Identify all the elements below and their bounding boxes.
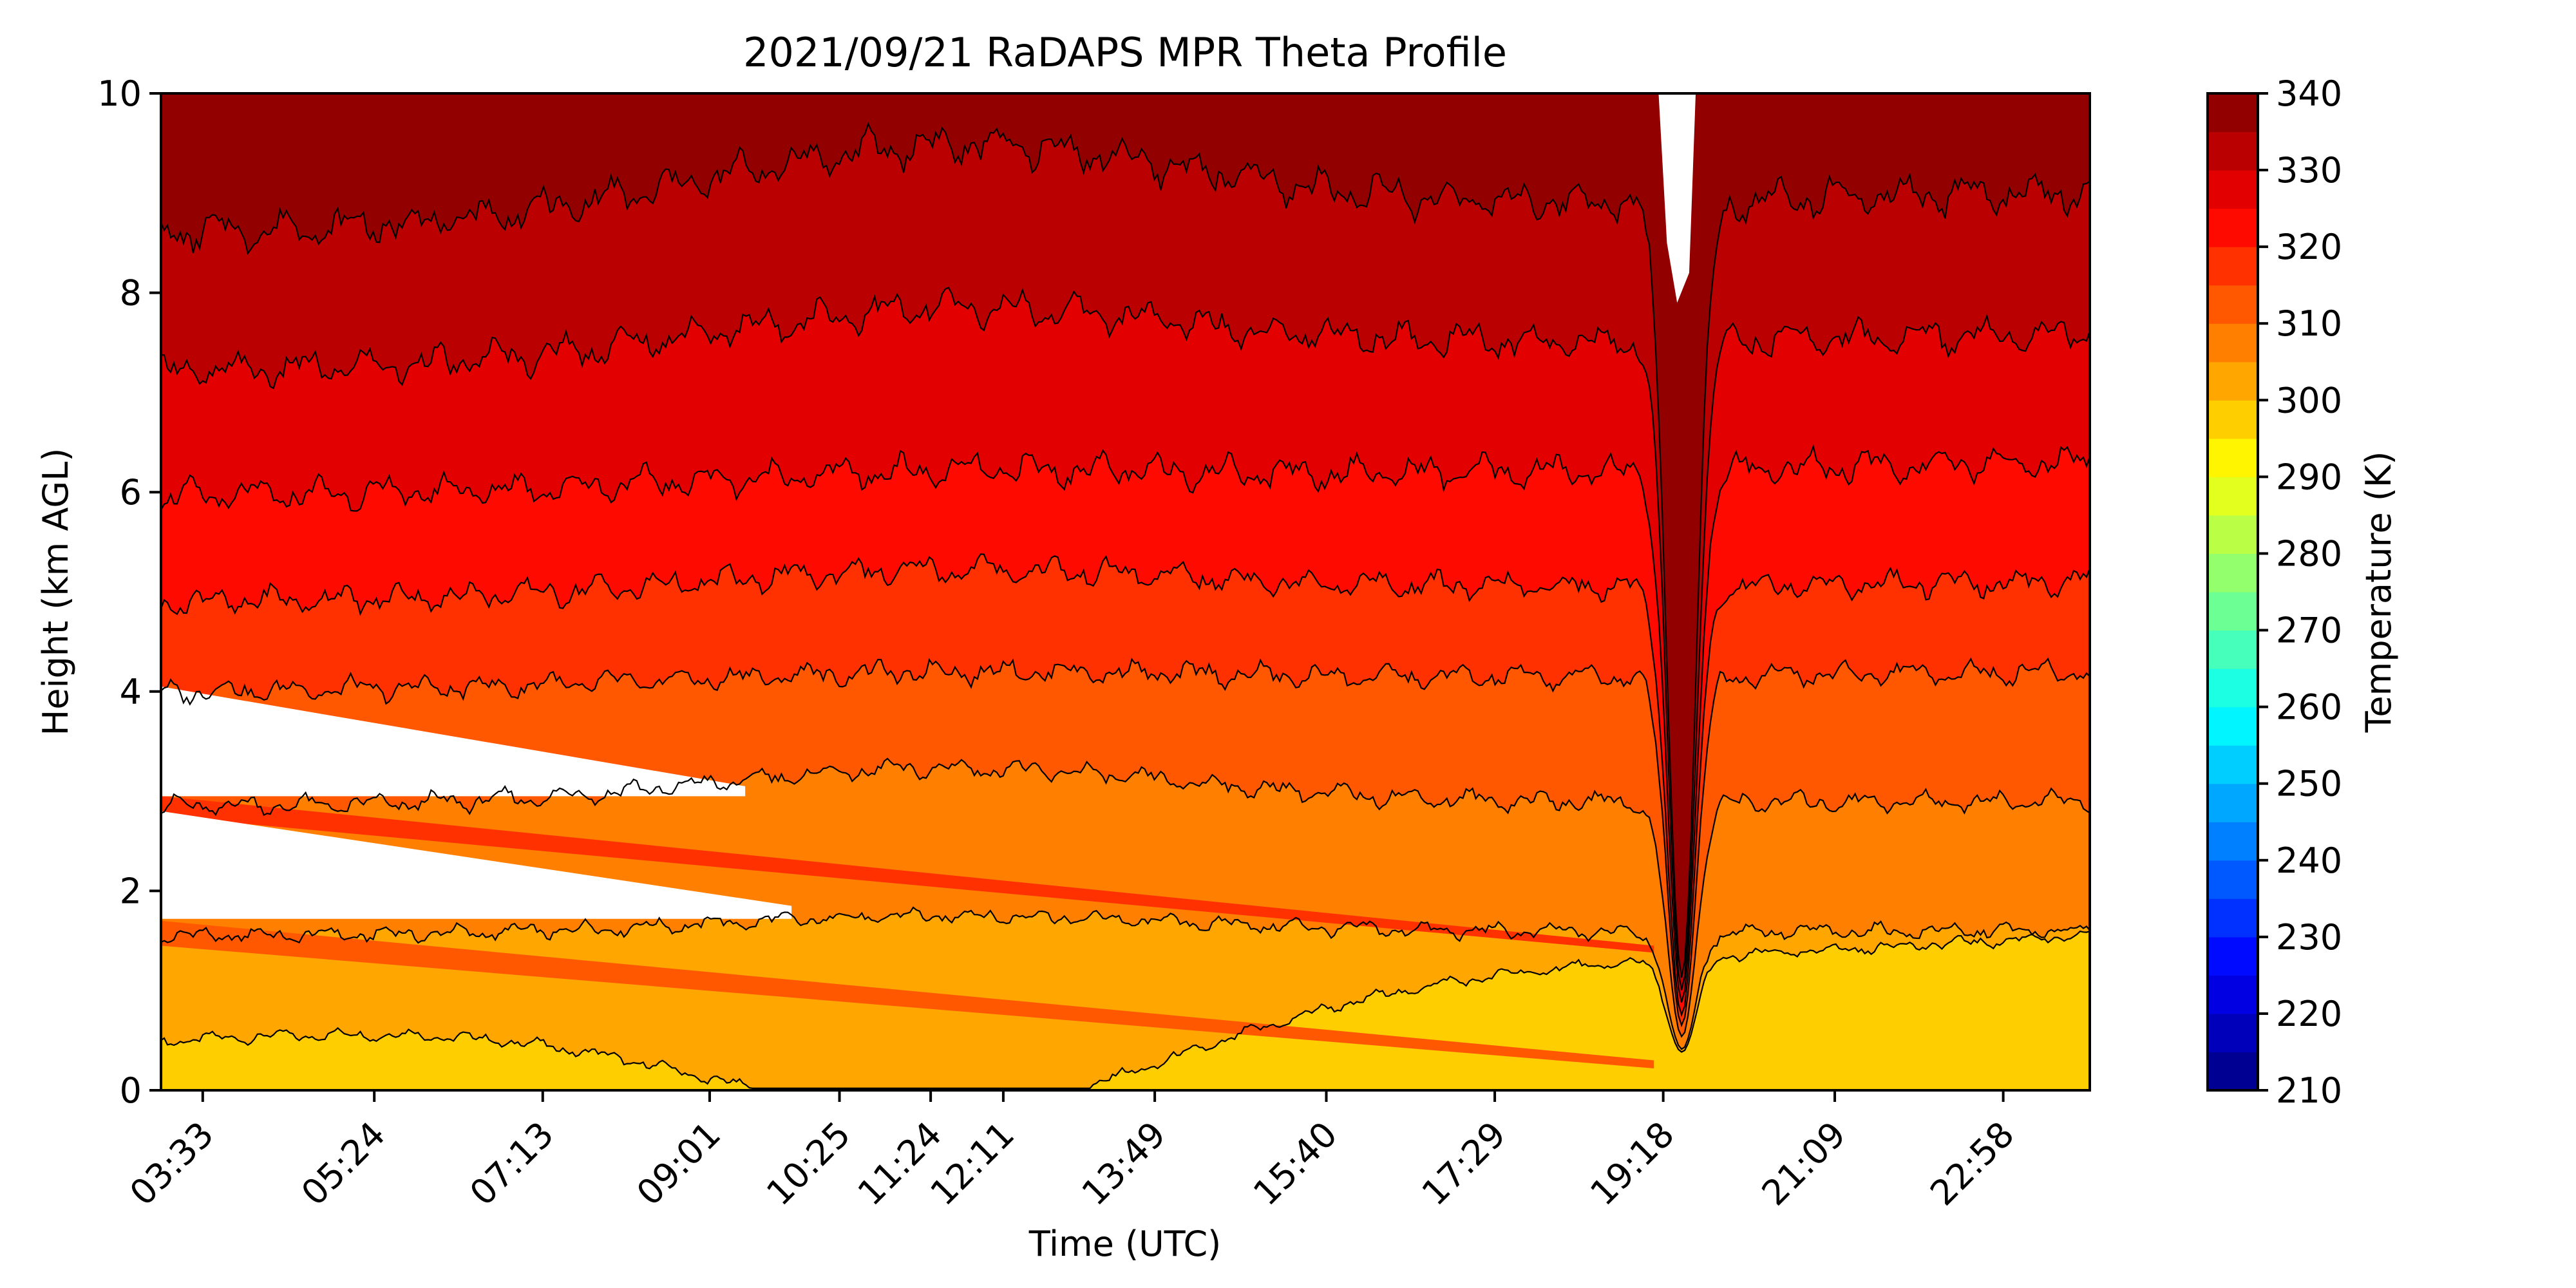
colorbar-segment [2208,630,2258,669]
x-tick-label: 11:24 [850,1114,950,1214]
colorbar-tick-label: 280 [2276,533,2342,574]
colorbar-tick-label: 240 [2276,840,2342,881]
contour-line-315k [161,657,2090,1028]
colorbar-tick-label: 210 [2276,1070,2342,1111]
colorbar-segment [2208,668,2258,708]
x-tick-label: 03:33 [122,1114,222,1214]
colorbar-segment [2208,361,2258,401]
colorbar-segment [2208,247,2258,286]
colorbar-tick-label: 300 [2276,380,2342,421]
colorbar-segment [2208,438,2258,477]
contour-line-305k [161,906,2090,1050]
colorbar-tick-label: 310 [2276,303,2342,344]
x-tick-label: 07:13 [462,1114,562,1214]
colorbar-segment [2208,515,2258,554]
y-tick-label: 8 [120,273,142,314]
x-tick-label: 13:49 [1074,1114,1174,1214]
y-tick-label: 10 [97,73,142,114]
colorbar-segment [2208,975,2258,1014]
colorbar-tick-label: 340 [2276,73,2342,114]
missing-data-wedge-upper [161,687,746,797]
colorbar-label: Temperature (K) [2358,451,2399,734]
colorbar-segment [2208,323,2258,363]
contour-line-325k [161,444,2090,1003]
x-tick-label: 15:40 [1245,1114,1345,1214]
x-tick-label: 17:29 [1414,1114,1514,1214]
x-tick-label: 10:25 [759,1114,858,1214]
colorbar-tick-label: 270 [2276,611,2342,651]
missing-data-wedge-top [1658,93,1696,303]
missing-data-wedge-lower [161,811,792,919]
colorbar-segment [2208,860,2258,899]
colorbar-segment [2208,1013,2258,1053]
colorbar-segment [2208,898,2258,938]
x-tick-label: 22:58 [1922,1114,2022,1214]
colorbar-segment [2208,592,2258,631]
colorbar-segment [2208,93,2258,133]
artifact-streak-upper [161,796,1654,953]
x-tick-label: 12:11 [923,1114,1023,1214]
colorbar-segment [2208,170,2258,209]
contour-line-335k [161,122,2090,978]
band-295k [161,931,2090,1090]
colorbar-tick-label: 220 [2276,994,2342,1034]
colorbar-segment [2208,131,2258,171]
chart-title: 2021/09/21 RaDAPS MPR Theta Profile [743,29,1507,76]
colorbar-segment [2208,936,2258,976]
plot-frame [160,92,2091,1092]
contour-line-310k [161,757,2090,1038]
colorbar-segment [2208,783,2258,822]
colorbar-segment [2208,208,2258,247]
x-tick-label: 09:01 [629,1114,729,1214]
artifact-streak-lower [161,920,1654,1068]
colorbar-segment [2208,285,2258,324]
contour-line-320k [161,553,2090,1018]
colorbar-tick-label: 320 [2276,227,2342,267]
y-axis-label: Height (km AGL) [35,448,76,736]
colorbar-segment [2208,400,2258,439]
colorbar-segment [2208,822,2258,861]
x-axis-label: Time (UTC) [1028,1224,1222,1264]
y-tick-label: 2 [120,871,142,911]
y-tick-label: 4 [120,672,142,712]
x-tick-label: 05:24 [294,1114,393,1214]
colorbar-segment [2208,706,2258,746]
y-tick-label: 6 [120,472,142,513]
colorbar-frame [2206,92,2259,1092]
x-tick-label: 21:09 [1754,1114,1854,1214]
x-tick-label: 19:18 [1582,1114,1682,1214]
colorbar-tick-label: 290 [2276,457,2342,497]
colorbar-tick-label: 260 [2276,687,2342,728]
colorbar-tick-label: 330 [2276,150,2342,191]
colorbar-tick-label: 250 [2276,764,2342,804]
colorbar-segment [2208,1052,2258,1091]
colorbar-segment [2208,745,2258,784]
contour-line-300k [161,930,2090,1089]
colorbar-segment [2208,553,2258,592]
contour-line-330k [161,287,2090,990]
colorbar-segment [2208,477,2258,516]
y-tick-label: 0 [120,1070,142,1111]
colorbar-tick-label: 230 [2276,917,2342,958]
